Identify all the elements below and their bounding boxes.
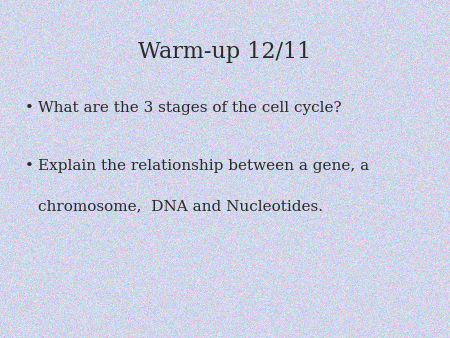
Text: Warm-up 12/11: Warm-up 12/11 (139, 41, 311, 63)
Text: •: • (25, 159, 34, 173)
Text: •: • (25, 101, 34, 115)
Text: What are the 3 stages of the cell cycle?: What are the 3 stages of the cell cycle? (38, 101, 342, 115)
Text: chromosome,  DNA and Nucleotides.: chromosome, DNA and Nucleotides. (38, 199, 323, 213)
Text: Explain the relationship between a gene, a: Explain the relationship between a gene,… (38, 159, 369, 173)
